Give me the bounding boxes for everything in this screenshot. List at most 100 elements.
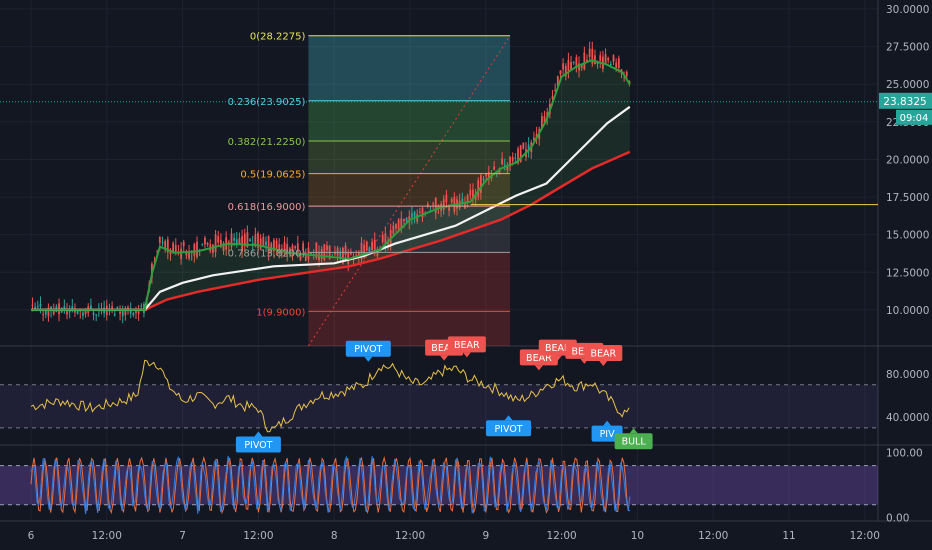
candle-body — [127, 307, 129, 309]
candle-body — [503, 164, 506, 166]
signal-marker-label: BEAR — [526, 353, 552, 364]
signal-marker: BEAR — [447, 336, 486, 358]
candle-body — [34, 306, 37, 310]
price-tick-label: 20.0000 — [886, 154, 929, 166]
candle-body — [204, 237, 206, 245]
candle-body — [604, 54, 607, 65]
candle-body — [426, 203, 429, 207]
time-tick-label: 12:00 — [243, 530, 273, 542]
candle-body — [474, 195, 477, 200]
signal-marker-pointer — [599, 361, 608, 367]
candle-body — [493, 166, 496, 170]
candle-body — [578, 63, 580, 71]
time-tick-label: 9 — [482, 530, 489, 542]
candle-body — [230, 233, 233, 247]
signal-marker-label: PIVOT — [494, 424, 522, 435]
candle-body — [307, 247, 310, 260]
candle-body — [599, 55, 602, 61]
countdown-badge — [896, 109, 932, 125]
candle-body — [140, 305, 143, 307]
last-price-badge — [879, 92, 932, 109]
candle-body — [583, 52, 586, 70]
signal-marker-pointer — [364, 356, 373, 362]
stoch-d-line — [30, 455, 631, 515]
candle-body — [291, 245, 294, 256]
ema-mid-line — [31, 105, 631, 311]
price-tick-label: 10.0000 — [886, 305, 929, 317]
stoch-tick-label: 100.00 — [886, 448, 923, 460]
candle-body — [567, 60, 570, 72]
candle-body — [586, 59, 588, 63]
candle-body — [365, 241, 368, 251]
price-tick-label: 12.5000 — [886, 267, 929, 279]
candle-body — [143, 304, 145, 314]
candle-body — [448, 205, 450, 211]
candle-body — [612, 55, 615, 62]
candle-body — [442, 199, 445, 211]
signal-marker: BEAR — [584, 345, 623, 367]
candle-body — [174, 245, 177, 253]
candle-body — [212, 244, 214, 253]
price-tick-label: 17.5000 — [886, 192, 929, 204]
candle-body — [111, 306, 114, 311]
candle-body — [564, 65, 567, 77]
candle-body — [445, 194, 448, 203]
candle-body — [44, 310, 47, 315]
candle-body — [416, 214, 419, 222]
fib-trend-line — [308, 35, 511, 346]
grid-lines — [0, 0, 932, 522]
candle-body — [464, 202, 466, 209]
candle-body — [326, 245, 328, 251]
time-tick-label: 12:00 — [92, 530, 122, 542]
candle-body — [47, 307, 50, 317]
candle-body — [482, 178, 485, 180]
candle-body — [355, 254, 358, 256]
candle-body — [92, 312, 95, 315]
fib-level-label: 0.5(19.0625) — [240, 170, 305, 181]
rsi-line — [30, 359, 630, 433]
candle-body — [82, 312, 84, 316]
candle-body — [410, 213, 413, 218]
candle-body — [594, 55, 596, 65]
fib-zone — [308, 100, 511, 142]
time-tick-label: 11 — [782, 530, 795, 542]
signal-marker-box — [486, 420, 532, 437]
fib-level-label: 0.236(23.9025) — [228, 97, 306, 108]
candle-body — [278, 244, 281, 254]
candle-body — [400, 218, 403, 230]
candle-body — [511, 156, 514, 162]
candle-body — [562, 63, 565, 70]
signal-marker-pointer — [534, 365, 543, 371]
signal-marker-label: BULL — [622, 437, 647, 448]
candle-body — [135, 310, 137, 313]
candle-body — [363, 244, 366, 258]
candle-body — [238, 237, 241, 245]
signal-marker-pointer — [603, 420, 612, 426]
axes[interactable]: 30.000027.500025.000022.500020.000017.50… — [28, 4, 932, 542]
candle-body — [235, 239, 238, 244]
signal-marker-pointer — [504, 415, 513, 421]
candle-body — [580, 64, 583, 68]
candle-body — [302, 243, 305, 251]
fibonacci-levels[interactable]: 0(28.2275) 0.236(23.9025) 0.382(21.2250) 0.… — [0, 32, 878, 319]
ema-fast-line — [31, 59, 631, 311]
candle-body — [132, 313, 135, 316]
candle-body — [575, 57, 578, 68]
time-tick-label: 12:00 — [546, 530, 576, 542]
candle-body — [373, 239, 376, 254]
signal-marker-label: BEAR — [454, 340, 480, 351]
candle-body — [288, 248, 291, 254]
candle-body — [76, 309, 79, 315]
signal-marker: PIVOT — [235, 431, 281, 453]
candle-body — [156, 251, 159, 253]
candle-body — [615, 62, 618, 68]
countdown-label: 09:04 — [900, 113, 929, 124]
price-tick-label: 30.0000 — [886, 4, 929, 16]
candle-body — [371, 241, 373, 250]
candle-body — [403, 219, 405, 221]
candle-body — [509, 156, 511, 167]
candle-body — [206, 243, 209, 245]
signal-marker-box — [235, 436, 281, 453]
signal-marker: PIVOT — [486, 415, 532, 437]
